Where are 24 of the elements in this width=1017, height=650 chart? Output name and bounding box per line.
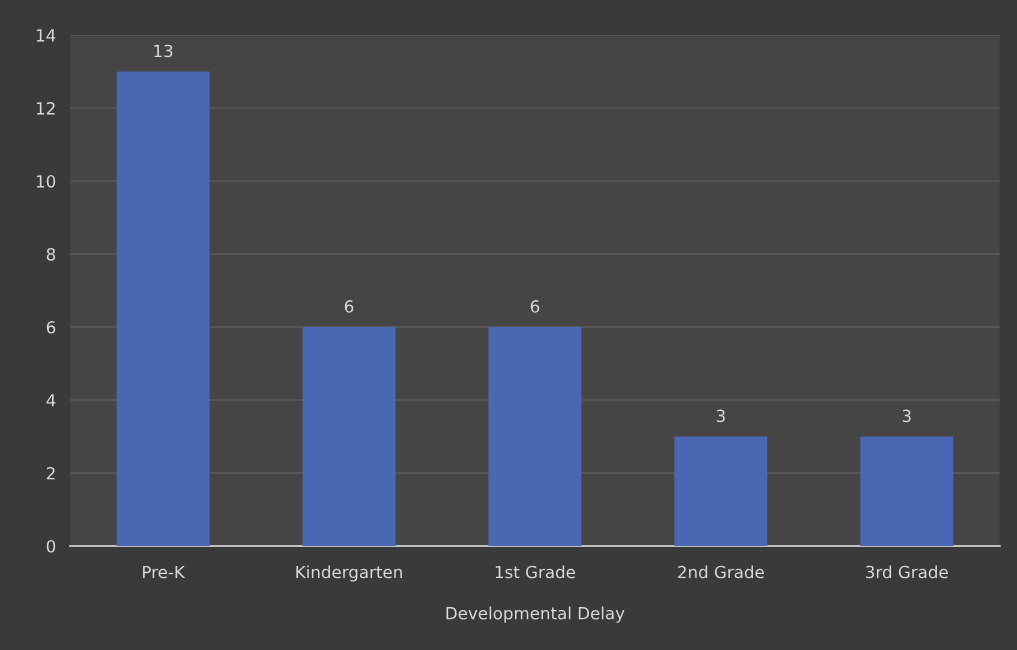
data-label: 3 [902, 409, 911, 423]
bar [488, 327, 582, 546]
x-tick-label: Pre-K [143, 565, 186, 579]
bar [860, 436, 954, 546]
data-label: 3 [716, 409, 725, 423]
y-tick-label: 6 [46, 321, 56, 334]
x-tick-label: 3rd Grade [866, 565, 948, 579]
data-label: 6 [344, 300, 354, 313]
x-tick-label: 1st Grade [495, 565, 576, 579]
y-tick-label: 2 [46, 466, 55, 480]
y-tick-label: 14 [36, 29, 56, 42]
y-tick-label: 10 [36, 175, 56, 188]
x-axis-title: Developmental Delay [446, 606, 625, 623]
bar [674, 436, 768, 546]
data-label: 6 [530, 300, 540, 313]
y-tick-label: 8 [46, 248, 56, 261]
bar [116, 71, 210, 546]
y-tick-label: 12 [36, 102, 55, 115]
bar [302, 327, 396, 546]
x-tick-label: Kindergarten [296, 565, 402, 582]
y-tick-label: 0 [46, 539, 56, 553]
data-label: 13 [154, 44, 173, 58]
y-tick-label: 4 [46, 394, 56, 407]
x-tick-label: 2nd Grade [678, 565, 764, 579]
